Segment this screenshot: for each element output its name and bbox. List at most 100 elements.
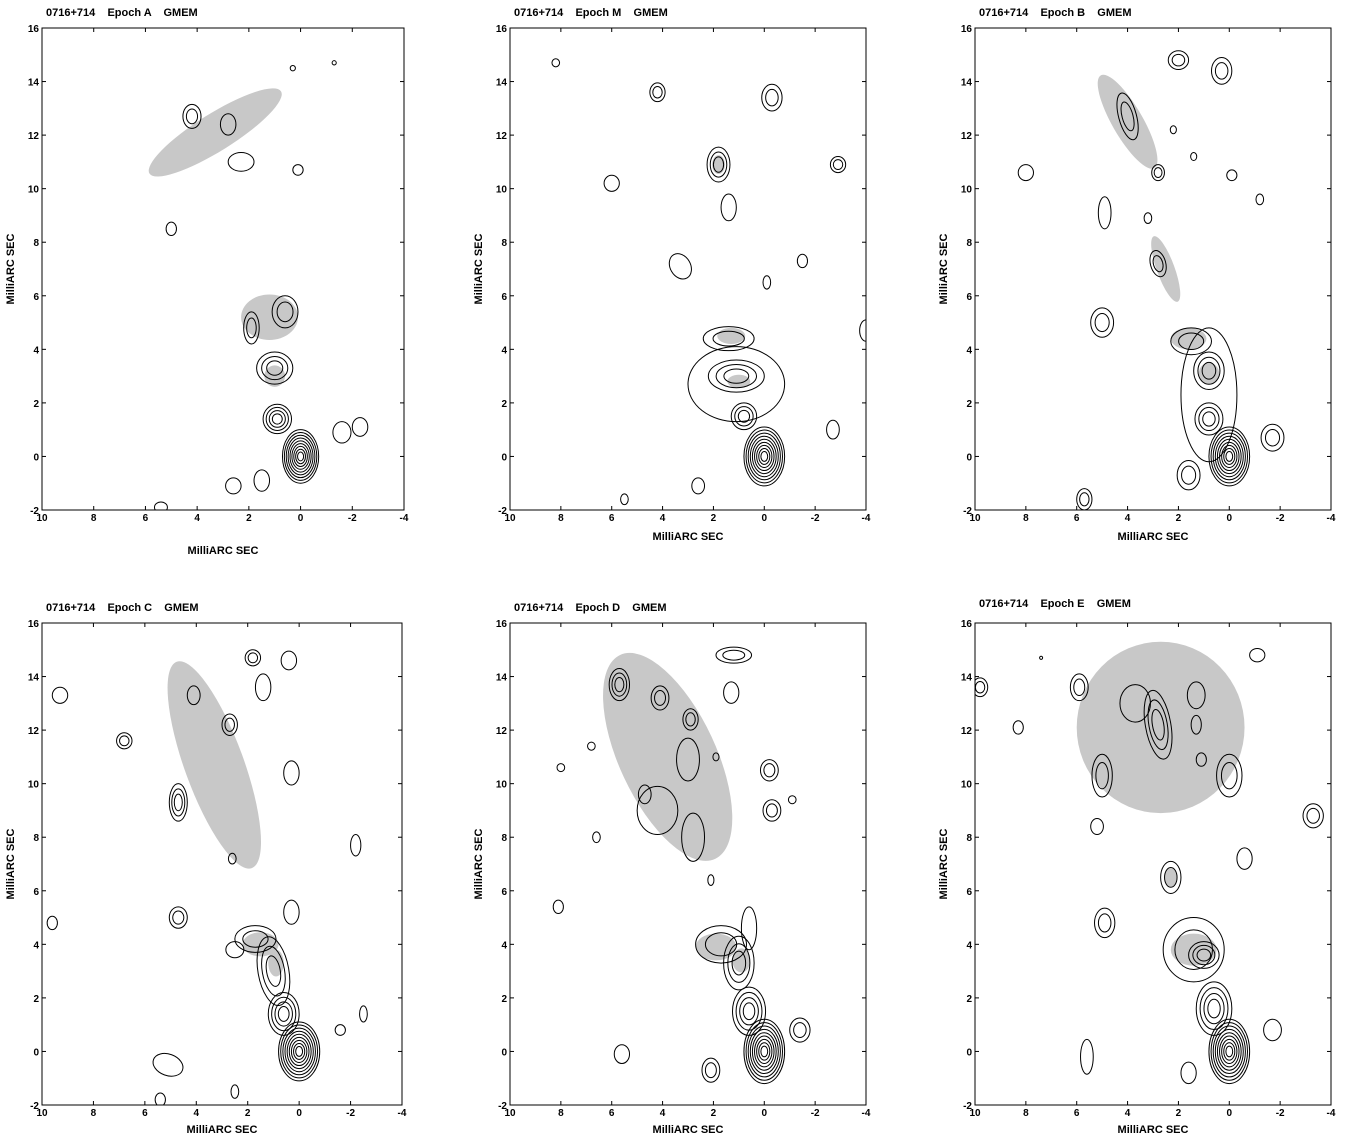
y-tick-label: 8 xyxy=(966,833,972,844)
contour-line xyxy=(1160,860,1182,894)
contour-line xyxy=(1080,1038,1094,1075)
x-tick-label: 10 xyxy=(969,1108,981,1119)
contour-line xyxy=(1170,327,1212,356)
contour-line xyxy=(1221,1038,1238,1064)
contour-line xyxy=(1212,1025,1246,1078)
contour-line xyxy=(172,910,185,925)
contour-line xyxy=(1195,752,1207,767)
model-component xyxy=(268,949,284,977)
y-tick-label: 4 xyxy=(966,345,972,356)
contour-line xyxy=(282,1027,316,1076)
contour-line xyxy=(291,443,310,470)
contour-line xyxy=(608,668,631,702)
contour-line xyxy=(1180,327,1238,463)
contour-line xyxy=(762,275,772,290)
contour-line xyxy=(654,690,667,706)
contour-line xyxy=(707,874,715,886)
contour-line xyxy=(271,295,299,329)
x-tick-label: 10 xyxy=(36,513,48,524)
y-axis-label: MilliARC SEC xyxy=(5,234,17,305)
x-tick-label: 8 xyxy=(1023,513,1029,524)
contour-line xyxy=(592,831,601,844)
y-tick-label: 12 xyxy=(961,726,973,737)
contour-line xyxy=(1199,987,1229,1031)
y-tick-label: 0 xyxy=(33,452,39,463)
y-tick-label: 10 xyxy=(961,185,973,196)
x-tick-label: -2 xyxy=(811,1108,820,1119)
contour-line xyxy=(1196,948,1212,962)
model-component xyxy=(1164,868,1178,887)
panel-title: 0716+714 Epoch E GMEM xyxy=(979,598,1131,610)
contour-line xyxy=(1091,753,1113,798)
x-tick-label: 2 xyxy=(711,1108,717,1119)
contour-line xyxy=(1152,255,1164,273)
model-component xyxy=(148,88,282,177)
contour-line xyxy=(185,108,199,125)
y-tick-label: 4 xyxy=(33,345,39,356)
y-tick-label: 16 xyxy=(961,619,973,630)
contour-line xyxy=(227,852,237,865)
contour-line xyxy=(244,649,262,667)
model-component xyxy=(712,155,725,174)
contour-line xyxy=(1201,361,1217,380)
y-axis-label: MilliARC SEC xyxy=(938,829,950,900)
contour-line xyxy=(552,899,564,915)
y-tick-label: -2 xyxy=(498,1101,507,1112)
y-tick-label: 2 xyxy=(33,399,39,410)
contour-line xyxy=(1210,56,1233,85)
model-component xyxy=(242,932,279,957)
contour-line xyxy=(253,469,271,492)
contour-line xyxy=(297,451,305,462)
contour-line xyxy=(1180,1061,1197,1085)
panel-title: 0716+714 Epoch D GMEM xyxy=(514,602,667,614)
contour-line xyxy=(715,646,753,664)
y-tick-label: 10 xyxy=(28,185,40,196)
x-tick-label: -2 xyxy=(811,513,820,524)
x-axis-label: MilliARC SEC xyxy=(653,1124,724,1136)
contour-line xyxy=(1214,62,1229,80)
contour-line xyxy=(1094,312,1110,333)
x-tick-label: 8 xyxy=(91,513,97,524)
contour-line xyxy=(1143,212,1153,224)
y-tick-label: 6 xyxy=(966,887,972,898)
y-tick-label: 4 xyxy=(501,345,507,356)
contour-line xyxy=(1190,714,1202,735)
y-tick-label: 14 xyxy=(961,78,973,89)
contour-line xyxy=(1169,125,1177,135)
model-component xyxy=(1097,74,1158,169)
model-component xyxy=(727,374,751,389)
y-tick-label: 16 xyxy=(496,24,508,35)
x-tick-label: 0 xyxy=(298,513,304,524)
plot-area xyxy=(551,58,866,506)
contour-line xyxy=(754,441,775,472)
contour-line xyxy=(758,1042,771,1061)
contour-line xyxy=(789,1017,811,1043)
plot-area xyxy=(1017,50,1285,510)
contour-line xyxy=(709,151,728,178)
contour-line xyxy=(712,330,745,347)
panel-epoch-a: 10 8 6 4 2 0 -2 -4 -2 0 2 4 6 8 10 12 14 16 0716+714 Epoch… xyxy=(5,7,409,557)
contour-line xyxy=(749,1028,779,1075)
contour-line xyxy=(691,477,706,495)
contour-line xyxy=(829,156,847,174)
y-tick-label: 8 xyxy=(501,833,507,844)
x-tick-label: 0 xyxy=(762,1108,768,1119)
x-tick-label: -4 xyxy=(398,1108,407,1119)
contour-line xyxy=(283,760,300,786)
contour-line xyxy=(268,410,286,428)
y-tick-label: 6 xyxy=(966,292,972,303)
contour-line xyxy=(1116,92,1139,141)
x-tick-label: 2 xyxy=(1176,1108,1182,1119)
model-component xyxy=(603,652,733,861)
contour-line xyxy=(743,426,786,487)
x-tick-label: 0 xyxy=(1227,513,1233,524)
contour-line xyxy=(227,152,255,172)
x-tick-label: -4 xyxy=(400,513,409,524)
contour-line xyxy=(652,85,663,99)
x-tick-label: 6 xyxy=(143,513,149,524)
contour-line xyxy=(254,673,272,702)
contour-line xyxy=(1171,53,1186,67)
contour-line xyxy=(153,501,168,510)
x-tick-label: -4 xyxy=(1327,1108,1336,1119)
